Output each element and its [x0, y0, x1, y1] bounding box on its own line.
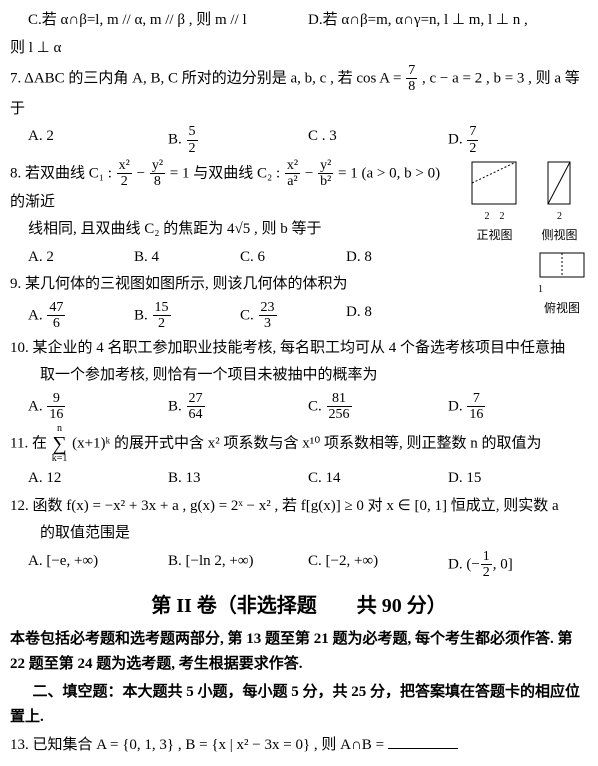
- q6-options: C.若 α∩β=l, m // α, m // β , 则 m // l D.若…: [10, 8, 588, 34]
- q7-opts: A. 2 B. 52 C . 3 D. 72: [10, 124, 588, 156]
- q6-opt-d-cont: 则 l ⊥ α: [10, 36, 588, 62]
- q10-opts: A. 916 B. 2764 C. 81256 D. 716: [10, 391, 588, 423]
- q10-c: C. 81256: [308, 391, 448, 423]
- section-2-title: 第 II 卷（非选择题 共 90 分）: [10, 589, 588, 623]
- side-view-svg: [544, 158, 574, 208]
- q8-d: D. 8: [346, 245, 452, 271]
- section-2-note2: 二、填空题：本大题共 5 小题，每小题 5 分，共 25 分，把答案填在答题卡的…: [10, 680, 588, 731]
- q11-stem: 11. 在 n∑k=1 (x+1)ᵏ 的展开式中含 x² 项系数与含 x¹⁰ 项…: [10, 424, 588, 464]
- q6-opt-d: D.若 α∩β=m, α∩γ=n, l ⊥ m, l ⊥ n ,: [308, 8, 588, 34]
- q11-c: C. 14: [308, 466, 448, 492]
- q9-b: B. 152: [134, 300, 240, 332]
- q7-d: D. 72: [448, 124, 588, 156]
- q9-c: C. 233: [240, 300, 346, 332]
- q11-d: D. 15: [448, 466, 588, 492]
- q8-b: B. 4: [134, 245, 240, 271]
- q11-a: A. 12: [28, 466, 168, 492]
- q10-l2: 取一个参加考核, 则恰有一个项目未被抽中的概率为: [10, 363, 588, 389]
- q11-opts: A. 12 B. 13 C. 14 D. 15: [10, 466, 588, 492]
- q10-l1: 10. 某企业的 4 名职工参加职业技能考核, 每名职工均可从 4 个备选考核项…: [10, 336, 588, 362]
- section-2-note1: 本卷包括必考题和选考题两部分, 第 13 题至第 21 题为必考题, 每个考生都…: [10, 627, 588, 678]
- q12-b: B. [−ln 2, +∞): [168, 549, 308, 581]
- q8-c: C. 6: [240, 245, 346, 271]
- q12-a: A. [−e, +∞): [28, 549, 168, 581]
- q7-a: A. 2: [28, 124, 168, 156]
- q12-l1: 12. 函数 f(x) = −x² + 3x + a , g(x) = 2ˣ −…: [10, 494, 588, 520]
- top-view-svg: [536, 249, 588, 281]
- q7-stem-2: 于: [10, 97, 588, 123]
- q9-opts: A. 476 B. 152 C. 233 D. 8: [10, 300, 452, 332]
- q8-a: A. 2: [28, 245, 134, 271]
- q13-blank[interactable]: [388, 733, 458, 749]
- q10-a: A. 916: [28, 391, 168, 423]
- q9-d: D. 8: [346, 300, 452, 332]
- q8-opts: A. 2 B. 4 C. 6 D. 8: [10, 245, 452, 271]
- q7-c: C . 3: [308, 124, 448, 156]
- q9-a: A. 476: [28, 300, 134, 332]
- q12-d: D. (−12, 0]: [448, 549, 588, 581]
- q7-b: B. 52: [168, 124, 308, 156]
- q12-l2: 的取值范围是: [10, 521, 588, 547]
- q10-b: B. 2764: [168, 391, 308, 423]
- q7-stem: 7. ΔABC 的三内角 A, B, C 所对的边分别是 a, b, c , 若…: [10, 63, 588, 95]
- three-view-figures: 2 2 正视图 2 侧视图 1 俯视图: [458, 158, 588, 319]
- q12-opts: A. [−e, +∞) B. [−ln 2, +∞) C. [−2, +∞) D…: [10, 549, 588, 581]
- q12-c: C. [−2, +∞): [308, 549, 448, 581]
- q6-opt-c: C.若 α∩β=l, m // α, m // β , 则 m // l: [10, 8, 308, 34]
- q11-b: B. 13: [168, 466, 308, 492]
- front-view-svg: [468, 158, 520, 208]
- q13-stem: 13. 已知集合 A = {0, 1, 3} , B = {x | x² − 3…: [10, 733, 588, 759]
- q10-d: D. 716: [448, 391, 588, 423]
